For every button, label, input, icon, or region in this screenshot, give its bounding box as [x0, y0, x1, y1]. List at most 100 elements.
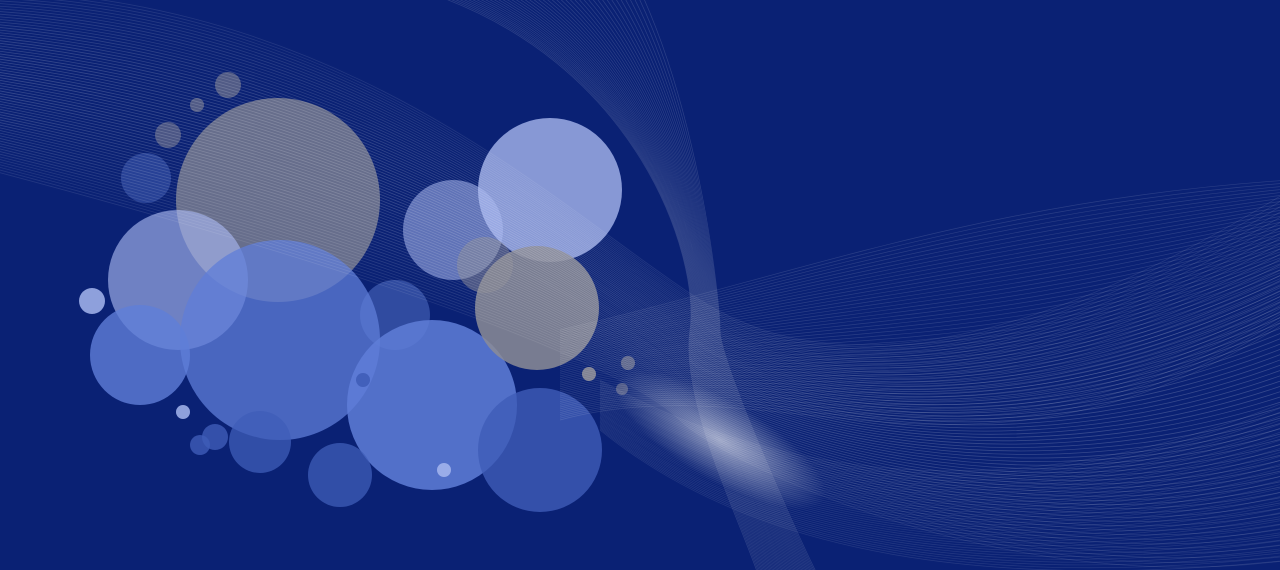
- wave-line: [559, 275, 1280, 390]
- wave-line: [559, 236, 1280, 366]
- wave-line: [0, 87, 1280, 438]
- wave-line: [0, 66, 1280, 414]
- wave-line: [599, 416, 1280, 544]
- wave-line: [0, 109, 1280, 466]
- bubble: [190, 98, 204, 112]
- wave-line: [599, 422, 1280, 555]
- wave-line: [0, 3, 1280, 356]
- bubble: [121, 153, 171, 203]
- wave-line: [599, 423, 1280, 557]
- wave-line: [484, 0, 769, 570]
- bubble: [347, 320, 517, 490]
- wave-line: [0, 13, 1280, 365]
- bubble: [79, 288, 105, 314]
- wave-line: [0, 29, 1280, 378]
- wave-line: [0, 101, 1280, 455]
- wave-line: [0, 5, 1280, 358]
- wave-line: [0, 53, 1280, 400]
- bubble: [176, 405, 190, 419]
- wave-line: [0, 45, 1280, 393]
- wave-line: [0, 106, 1280, 462]
- wave-line: [77, 0, 1280, 348]
- wave-line: [0, 69, 1280, 417]
- wave-line: [559, 186, 1280, 335]
- wave-line: [599, 429, 1280, 570]
- wave-line: [0, 85, 1280, 435]
- wave-line: [0, 11, 1280, 362]
- wave-line: [559, 272, 1280, 388]
- wave-line: [463, 0, 763, 570]
- wave-line: [0, 32, 1280, 380]
- wave-line: [0, 103, 1280, 459]
- bubble: [190, 435, 210, 455]
- wave-line: [599, 413, 1280, 536]
- wave-line: [0, 48, 1280, 395]
- wave-line: [472, 0, 765, 570]
- wave-line: [0, 56, 1280, 403]
- bubble: [478, 118, 622, 262]
- wave-line: [559, 183, 1280, 333]
- wave-line: [599, 418, 1280, 547]
- wave-line: [559, 180, 1280, 331]
- wave-line: [599, 425, 1280, 563]
- wave-line: [0, 111, 1280, 470]
- wave-line: [0, 21, 1280, 371]
- wave-line: [476, 0, 767, 570]
- wave-line: [599, 420, 1280, 552]
- wave-line: [559, 189, 1280, 336]
- wave-line: [19, 0, 1280, 352]
- wave-line: [559, 210, 1280, 349]
- wave-line: [0, 80, 1280, 429]
- wave-line: [599, 428, 1280, 569]
- wave-line: [559, 195, 1280, 340]
- wave-line: [599, 414, 1280, 539]
- wave-line: [559, 260, 1280, 380]
- wave-line: [0, 16, 1280, 367]
- wave-line: [559, 263, 1280, 382]
- wave-line: [559, 266, 1280, 384]
- wave-line: [0, 82, 1280, 432]
- wave-line: [0, 8, 1280, 360]
- wave-line: [599, 427, 1280, 566]
- wave-line: [559, 230, 1280, 362]
- wave-line: [559, 245, 1280, 371]
- wave-line: [559, 257, 1280, 379]
- wave-line: [0, 61, 1280, 408]
- wave-line: [0, 77, 1280, 426]
- bubble: [180, 240, 380, 440]
- bubble: [90, 305, 190, 405]
- wave-line: [0, 37, 1280, 385]
- wave-highlight-glow: [614, 370, 826, 510]
- wave-line: [559, 213, 1280, 351]
- wave-line: [51, 0, 1280, 350]
- wave-line: [559, 269, 1280, 386]
- wave-line: [0, 19, 1280, 369]
- bubble: [215, 72, 241, 98]
- wave-line: [0, 35, 1280, 383]
- wave-line: [0, 95, 1280, 448]
- wave-line: [559, 215, 1280, 353]
- wave-line: [459, 0, 761, 570]
- wave-line: [467, 0, 764, 570]
- wave-line: [559, 218, 1280, 355]
- bubble: [621, 356, 635, 370]
- wave-line: [0, 64, 1280, 411]
- wave-line: [559, 239, 1280, 368]
- wave-line: [99, 0, 1280, 346]
- bubble: [229, 411, 291, 473]
- wave-line: [0, 74, 1280, 423]
- wave-line: [559, 201, 1280, 344]
- bubble: [356, 373, 370, 387]
- wave-line: [559, 224, 1280, 358]
- wave-line: [559, 251, 1280, 375]
- bubble: [308, 443, 372, 507]
- wave-line: [559, 204, 1280, 346]
- wave-line: [559, 233, 1280, 364]
- wave-line: [0, 50, 1280, 398]
- wave-line: [451, 0, 759, 570]
- wave-line: [559, 198, 1280, 342]
- wave-line: [0, 24, 1280, 373]
- wave-line: [0, 58, 1280, 406]
- wave-line: [599, 424, 1280, 560]
